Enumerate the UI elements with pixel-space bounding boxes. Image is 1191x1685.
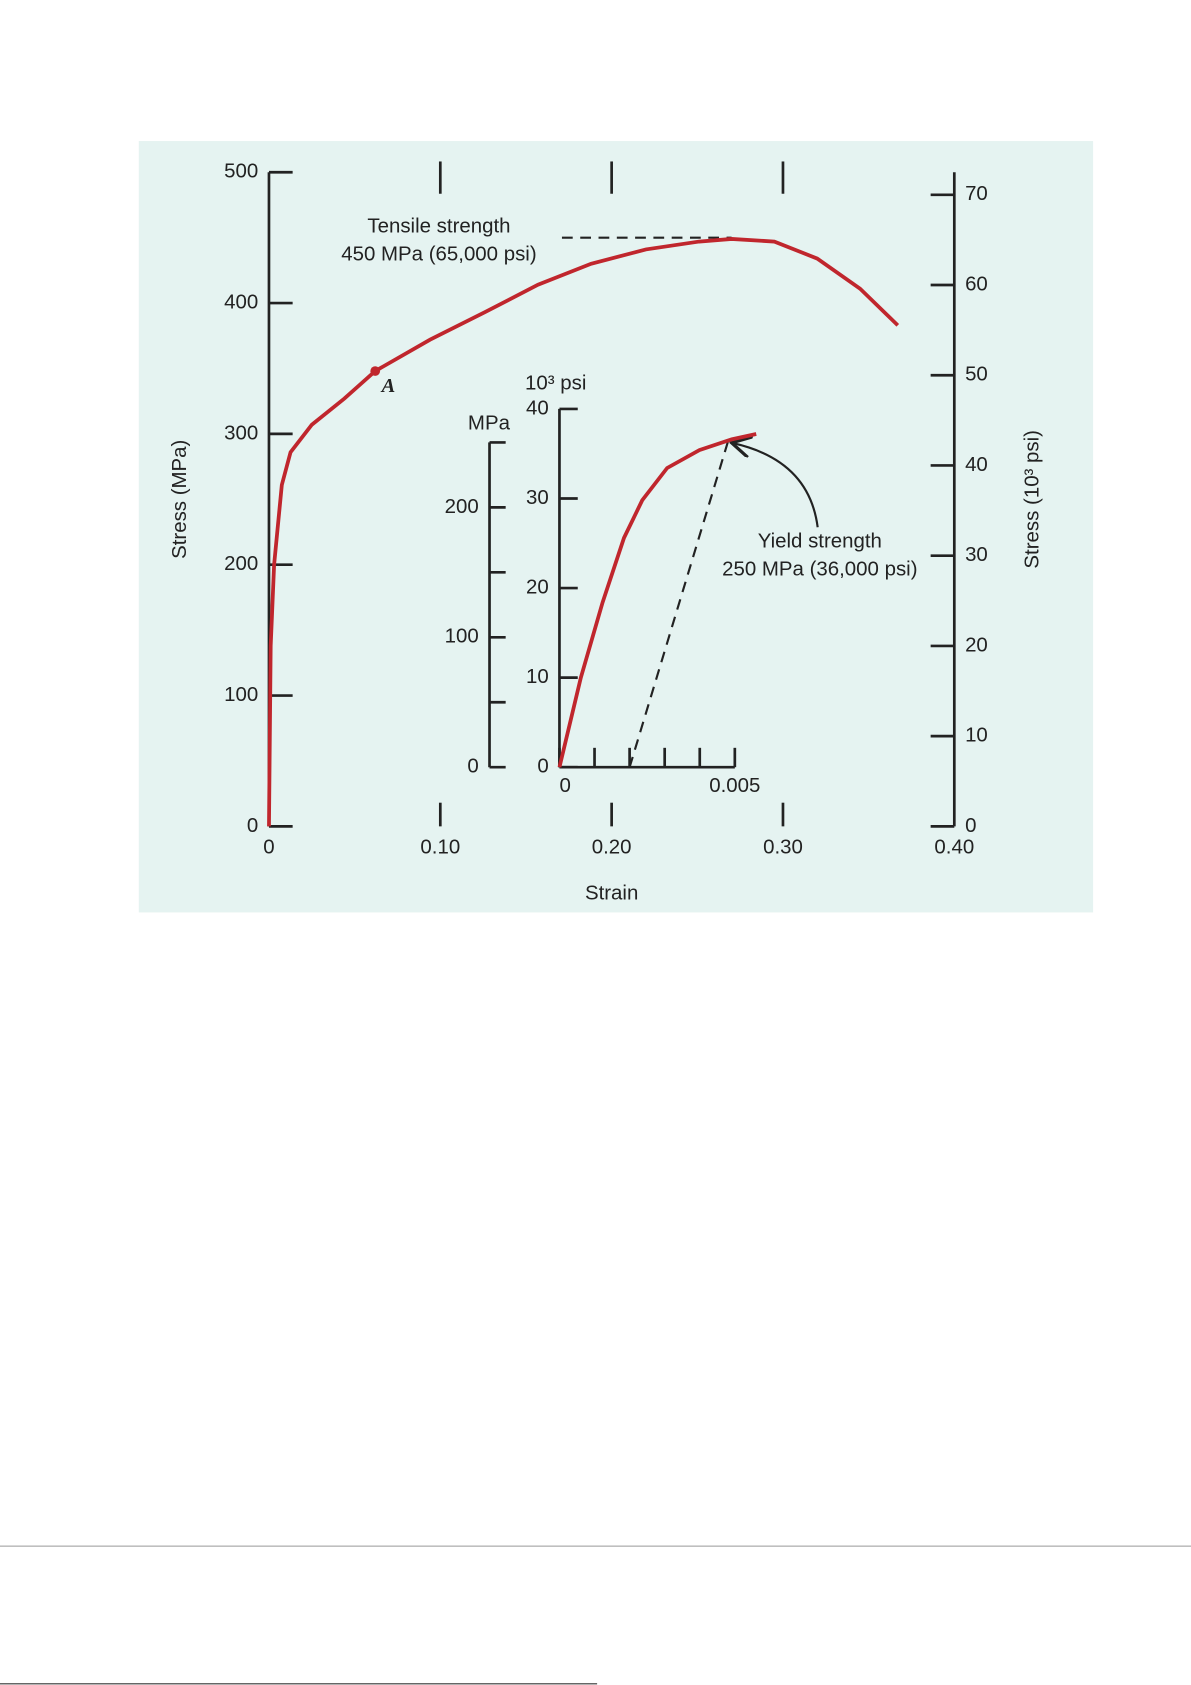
y-tick-label: 400 (224, 290, 258, 313)
x-tick-label: 0.30 (763, 835, 803, 858)
x-tick-label: 0.10 (420, 835, 460, 858)
y2-axis-label: Stress (10³ psi) (1020, 430, 1043, 569)
x-tick-label: 0.40 (934, 835, 974, 858)
y2-tick-label: 0 (965, 814, 976, 837)
inset-y-tick-label: 40 (526, 396, 549, 419)
y-tick-label: 500 (224, 160, 258, 183)
annotation: Yield strength (758, 530, 882, 553)
inset-x-tick-label: 0.005 (709, 774, 760, 797)
y2-tick-label: 40 (965, 453, 988, 476)
curve (557, 432, 757, 768)
y2-tick-label: 60 (965, 272, 988, 295)
inset-y-tick-label: 0 (537, 755, 548, 778)
y2-tick-label: 30 (965, 543, 988, 566)
inset-y-tick-label: 20 (526, 575, 549, 598)
y2-tick-label: 50 (965, 363, 988, 386)
chart-background (138, 141, 1094, 913)
x-tick-label: 0 (263, 835, 274, 858)
inset-y-axis-label: 10³ psi (525, 372, 586, 395)
offset-line (628, 441, 729, 768)
annotation: Tensile strength (367, 215, 510, 238)
inset-y2-tick-label: 200 (445, 495, 479, 518)
inset-y2-tick-label: 0 (467, 755, 478, 778)
y2-tick-label: 10 (965, 724, 988, 747)
inset-y2-tick-label: 100 (445, 625, 479, 648)
inset-x-tick-label: 0 (559, 774, 570, 797)
curve (267, 237, 900, 827)
inset-y-tick-label: 10 (526, 665, 549, 688)
x-tick-label: 0.20 (592, 835, 632, 858)
y-tick-label: 200 (224, 552, 258, 575)
y2-tick-label: 70 (965, 182, 988, 205)
point-label: A (380, 375, 396, 397)
inset-y2-axis-label: MPa (468, 411, 511, 434)
y-tick-label: 300 (224, 421, 258, 444)
point-a (370, 366, 381, 376)
x-axis-label: Strain (585, 882, 638, 905)
y-tick-label: 0 (247, 814, 258, 837)
y-axis-label: Stress (MPa) (168, 440, 191, 559)
annotation: 450 MPa (65,000 psi) (341, 242, 536, 265)
inset-y-tick-label: 30 (526, 486, 549, 509)
annotation: 250 MPa (36,000 psi) (722, 558, 917, 581)
yield-arrow (734, 443, 819, 528)
y2-tick-label: 20 (965, 633, 988, 656)
y-tick-label: 100 (224, 683, 258, 706)
